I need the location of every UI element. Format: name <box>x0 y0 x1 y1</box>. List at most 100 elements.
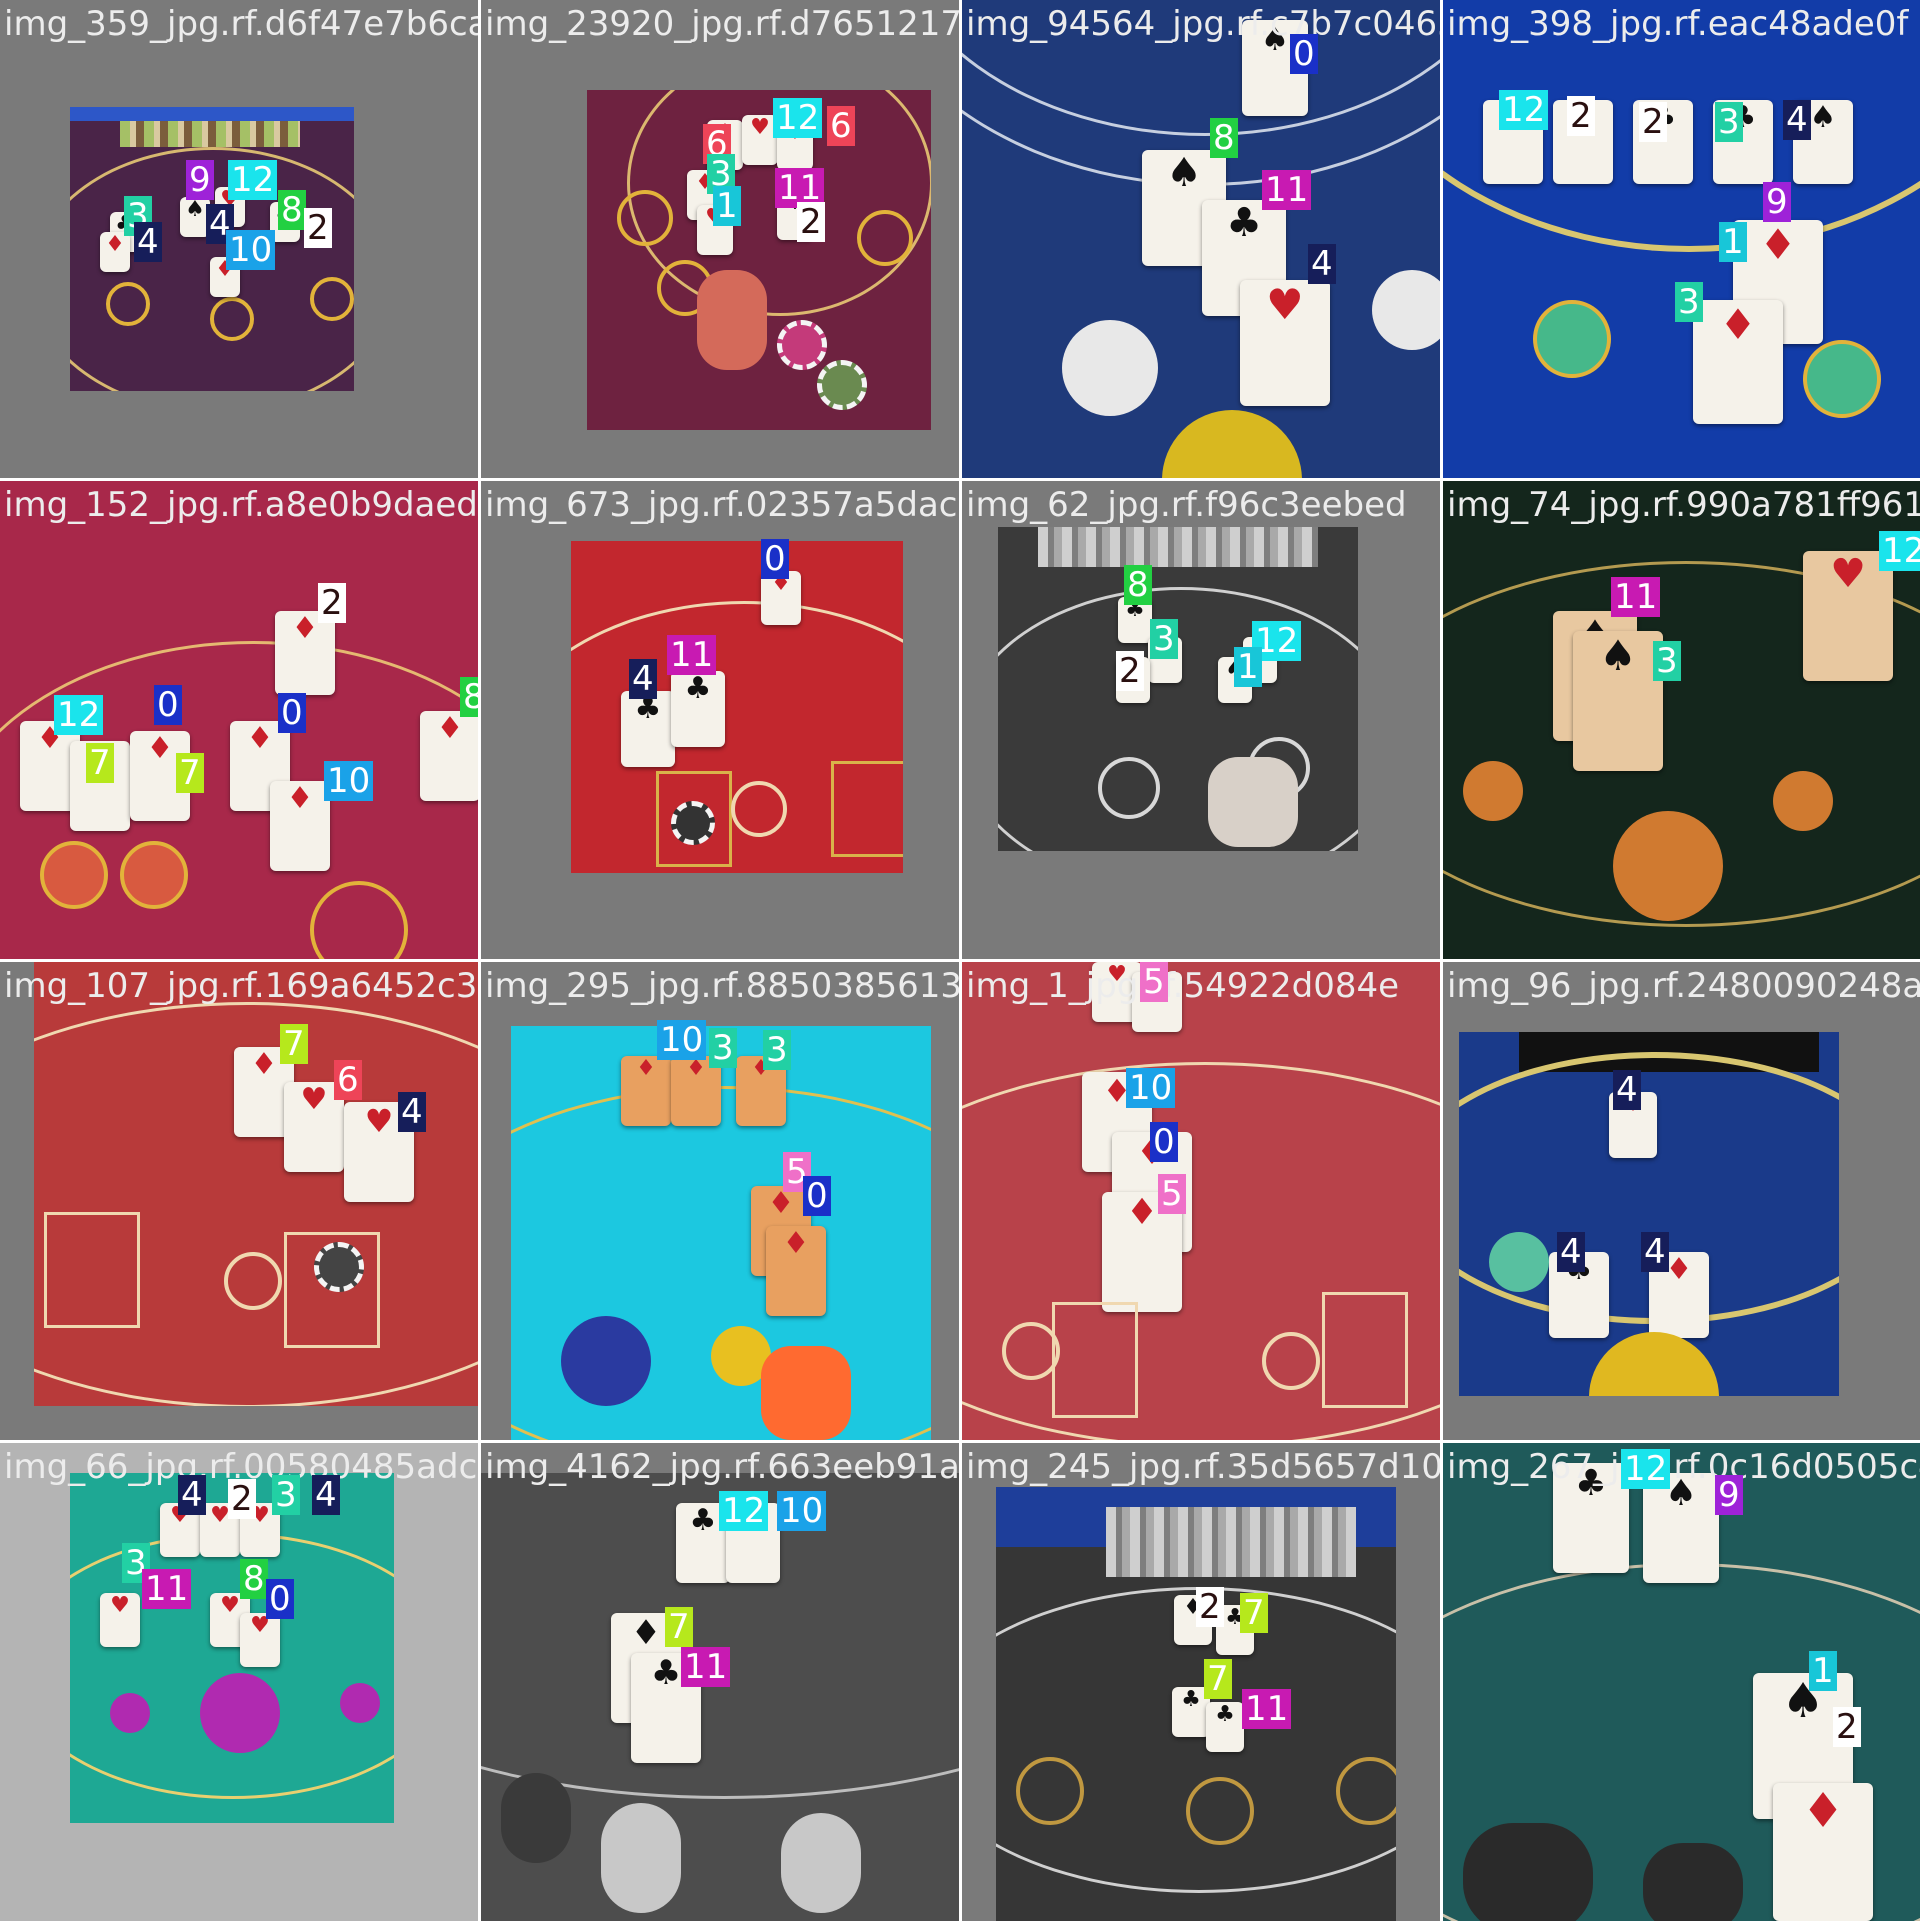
tile-11: ♥ ♣ ♦ ♦ ♦ 5 10 0 5 img_1_jpg.rf.54922d08… <box>962 962 1440 1440</box>
detection-label: 4 <box>134 222 162 262</box>
bet-ring <box>1016 1757 1084 1825</box>
tile-9: ♦ ♥ ♥ 7 6 4 img_107_jpg.rf.169a6452c3 <box>0 962 478 1440</box>
tile-photo: ♦ ♦ ♦ ♦ ♦ <box>511 1026 931 1440</box>
detection-label: 8 <box>240 1559 268 1599</box>
tile-photo: ♣ ♣ ♦ ♣ <box>481 1473 959 1921</box>
bet-ring <box>857 210 913 266</box>
detection-label: 8 <box>460 677 478 717</box>
tile-photo: ♦ ♣ ♣ <box>571 541 903 873</box>
table-badge <box>1613 811 1723 921</box>
tile-2: ♦ ♥ ♥ ♦ ♥ ♠ 12 6 6 3 1 11 2 img_23920_jp… <box>481 0 959 478</box>
table-arc <box>0 641 478 959</box>
bet-ring <box>1533 300 1611 378</box>
detection-label: 7 <box>176 753 204 793</box>
image-filename: img_267_jpg.rf.0c16d0505c4 <box>1447 1447 1920 1487</box>
detection-label: 2 <box>1116 651 1144 691</box>
table-circle <box>1062 320 1158 416</box>
chip-tray <box>1038 527 1318 567</box>
detection-label: 3 <box>1675 282 1703 322</box>
image-filename: img_96_jpg.rf.2480090248ad7 <box>1447 966 1920 1006</box>
pair-circle <box>224 1252 282 1310</box>
table-arc <box>962 1062 1440 1440</box>
tile-14: ♣ ♣ ♦ ♣ 12 10 7 11 img_4162_jpg.rf.663ee… <box>481 1443 959 1921</box>
detection-label: 12 <box>1621 1449 1671 1489</box>
table-badge <box>200 1673 280 1753</box>
table-badge <box>1589 1332 1719 1396</box>
detection-label: 1 <box>1719 222 1747 262</box>
bet-ring <box>1098 757 1160 819</box>
playing-card: ♠ <box>1643 1473 1719 1583</box>
tile-12: ♦ ♣ ♦ 4 4 4 img_96_jpg.rf.2480090248ad7 <box>1443 962 1920 1440</box>
table-circle <box>1372 270 1440 350</box>
detection-label: 9 <box>1715 1475 1743 1515</box>
detection-label: 3 <box>1715 102 1743 142</box>
detection-label: 10 <box>657 1020 707 1060</box>
detection-label: 4 <box>1557 1232 1585 1272</box>
pair-circle <box>1002 1322 1060 1380</box>
playing-card: ♠ <box>180 197 210 237</box>
playing-card: ♦ <box>1693 300 1783 424</box>
image-filename: img_4162_jpg.rf.663eeb91a0 <box>485 1447 959 1487</box>
detection-label: 3 <box>122 1543 150 1583</box>
detection-label: 7 <box>280 1024 308 1064</box>
pair-circle <box>731 781 787 837</box>
tile-8: ♠ ♠ ♥ 12 11 3 img_74_jpg.rf.990a781ff961 <box>1443 481 1920 959</box>
detection-label: 11 <box>667 635 717 675</box>
detection-label: 11 <box>775 168 825 208</box>
table-badge <box>601 1803 681 1913</box>
bet-ring <box>210 297 254 341</box>
playing-card: ♦ <box>275 611 335 695</box>
table-arc <box>70 1533 394 1799</box>
detection-label: 1 <box>713 186 741 226</box>
detection-label: 8 <box>1124 565 1152 605</box>
detection-label: 5 <box>1158 1174 1186 1214</box>
detection-label: 12 <box>1499 90 1549 130</box>
tile-1: ♣ ♦ ♠ ♥ ♣ ♦ 9 12 3 4 4 8 2 10 img_359_jp… <box>0 0 478 478</box>
detection-label: 4 <box>1641 1232 1669 1272</box>
tile-15: ♦ ♣ ♣ ♣ 2 7 7 11 img_245_jpg.rf.35d5657d… <box>962 1443 1440 1921</box>
detection-label: 8 <box>278 190 306 230</box>
chip-stack <box>671 801 715 845</box>
table-badge <box>561 1316 651 1406</box>
detection-label: 0 <box>154 685 182 725</box>
tile-photo: ♥ ♣ ♣ ♣ ♠ ♦ ♦ <box>1443 0 1920 478</box>
playing-card: ♥ <box>284 1082 344 1172</box>
detection-label: 0 <box>1290 34 1318 74</box>
detection-label: 4 <box>312 1475 340 1515</box>
detection-label: 0 <box>266 1579 294 1619</box>
detection-label: 7 <box>1204 1659 1232 1699</box>
hand <box>697 270 767 370</box>
detection-label: 2 <box>1639 102 1667 142</box>
detection-label: 2 <box>318 583 346 623</box>
image-filename: img_94564_jpg.rf.c7b7c0465bcc <box>966 4 1440 44</box>
tile-4: ♥ ♣ ♣ ♣ ♠ ♦ ♦ 12 2 2 3 4 9 1 3 img_398_j… <box>1443 0 1920 478</box>
table-arc <box>481 1473 959 1799</box>
table-badge <box>781 1813 861 1913</box>
detection-label: 10 <box>324 761 374 801</box>
detection-label: 8 <box>1210 118 1238 158</box>
tile-photo: ♦ ♥ ♥ <box>34 962 478 1406</box>
detection-label: 2 <box>797 202 825 242</box>
image-filename: img_23920_jpg.rf.d7651217123f <box>485 4 959 44</box>
image-filename: img_295_jpg.rf.88503856139 <box>485 966 959 1006</box>
playing-card: ♥ <box>240 1613 280 1667</box>
tile-7: ♣ ♠ ♦ ♠ ♠ 8 3 2 12 1 img_62_jpg.rf.f96c3… <box>962 481 1440 959</box>
detection-label: 4 <box>206 204 234 244</box>
image-filename: img_1_jpg.rf.54922d084e <box>966 966 1400 1006</box>
image-filename: img_398_jpg.rf.eac48ade0f <box>1447 4 1909 44</box>
playing-card: ♣ <box>1172 1687 1210 1737</box>
detection-label: 11 <box>1611 577 1661 617</box>
detection-label: 1 <box>1809 1651 1837 1691</box>
playing-card: ♦ <box>270 781 330 871</box>
detection-label: 5 <box>1140 962 1168 1002</box>
detection-label: 2 <box>1567 96 1595 136</box>
table-badge <box>1463 761 1523 821</box>
detection-label: 11 <box>681 1647 731 1687</box>
tile-photo: ♠ ♠ ♣ ♥ <box>962 0 1440 478</box>
table-badge <box>1489 1232 1549 1292</box>
detection-label: 12 <box>1252 621 1302 661</box>
tile-photo: ♦ ♣ ♦ <box>1459 1032 1839 1396</box>
bet-box <box>831 761 903 857</box>
bet-box <box>656 771 732 867</box>
table-badge <box>1773 771 1833 831</box>
